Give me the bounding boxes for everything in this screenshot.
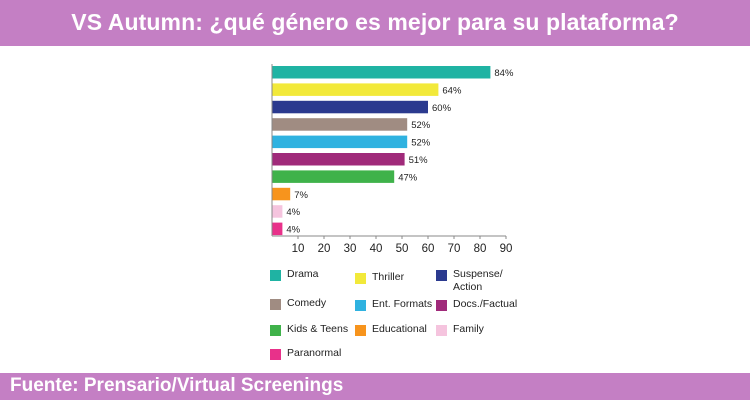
data-label: 64%: [442, 85, 462, 96]
data-label: 60%: [432, 103, 452, 114]
bar: [272, 100, 428, 114]
bar: [272, 205, 283, 218]
bar: [272, 135, 408, 149]
legend-swatch: [436, 270, 447, 281]
x-tick-label: 10: [292, 243, 305, 255]
bar: [272, 118, 408, 131]
legend-label: Comedy: [287, 297, 327, 309]
data-label: 51%: [409, 155, 429, 166]
legend-label: Kids & Teens: [287, 323, 349, 335]
legend-label: Docs./Factual: [453, 298, 518, 310]
x-tick-label: 60: [422, 243, 435, 255]
page-title: VS Autumn: ¿qué género es mejor para su …: [71, 9, 679, 35]
data-label: 7%: [294, 190, 308, 201]
chart-legend: Drama Thriller Suspense/ Action Comedy E…: [270, 268, 570, 368]
legend-swatch: [270, 299, 281, 310]
bar: [272, 187, 291, 201]
bar: [272, 83, 439, 96]
data-label: 4%: [286, 207, 300, 218]
legend-label: Paranormal: [287, 347, 342, 359]
source-caption: Fuente: Prensario/Virtual Screenings: [10, 375, 344, 396]
legend-label: Thriller: [372, 271, 405, 283]
data-label: 84%: [494, 68, 514, 79]
bar: [272, 153, 405, 166]
x-tick-label: 40: [370, 243, 383, 255]
legend-swatch: [355, 325, 366, 336]
bar: [272, 222, 283, 236]
legend-swatch: [355, 300, 366, 311]
data-label: 52%: [411, 120, 431, 131]
legend-swatch: [436, 325, 447, 336]
legend-swatch: [270, 349, 281, 360]
legend-label: Educational: [372, 323, 427, 335]
legend-swatch: [436, 300, 447, 311]
x-tick-label: 20: [318, 243, 331, 255]
bar: [272, 170, 395, 183]
data-label: 47%: [398, 172, 418, 183]
legend-label: Family: [453, 323, 484, 335]
data-label: 4%: [286, 225, 300, 236]
legend-swatch: [270, 325, 281, 336]
x-tick-label: 30: [344, 243, 357, 255]
legend-swatch: [355, 273, 366, 284]
header-banner: VS Autumn: ¿qué género es mejor para su …: [0, 0, 750, 46]
x-tick-label: 80: [474, 243, 487, 255]
footer-banner: Fuente: Prensario/Virtual Screenings: [0, 373, 750, 400]
legend-swatch: [270, 270, 281, 281]
data-label: 52%: [411, 138, 431, 149]
x-tick-label: 50: [396, 243, 409, 255]
legend-label: Ent. Formats: [372, 298, 433, 310]
x-tick-label: 90: [500, 243, 513, 255]
bar: [272, 66, 491, 79]
legend-label: Suspense/ Action: [453, 268, 503, 293]
legend-label: Drama: [287, 268, 319, 280]
x-tick-label: 70: [448, 243, 461, 255]
